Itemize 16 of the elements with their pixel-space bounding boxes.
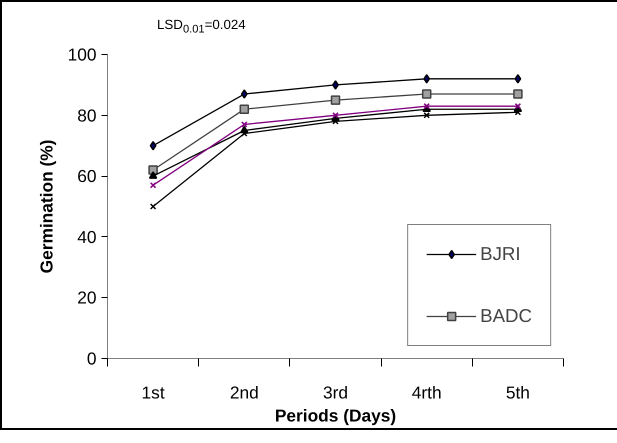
y-tick-label: 80 [77, 105, 97, 126]
x-tick-label: 2nd [230, 382, 259, 402]
x-tick-label: 4rth [412, 382, 442, 402]
legend-label: BJRI [480, 243, 521, 265]
legend-label: BADC [480, 305, 532, 327]
y-tick-label: 60 [77, 166, 97, 186]
y-tick-label: 100 [68, 44, 97, 64]
text: LSD$_{0.01}$=0.024 [157, 16, 246, 38]
x-tick-label: 5th [506, 382, 530, 402]
y-tick-label: 40 [77, 226, 97, 247]
x-axis-title: Periods (Days) [274, 406, 396, 426]
y-tick-label: 20 [77, 288, 97, 308]
x-tick-label: 1st [142, 382, 165, 402]
x-tick-label: 3rd [322, 382, 348, 402]
y-axis-title: Germination (%) [36, 140, 57, 274]
y-tick-label: 0 [86, 348, 97, 368]
